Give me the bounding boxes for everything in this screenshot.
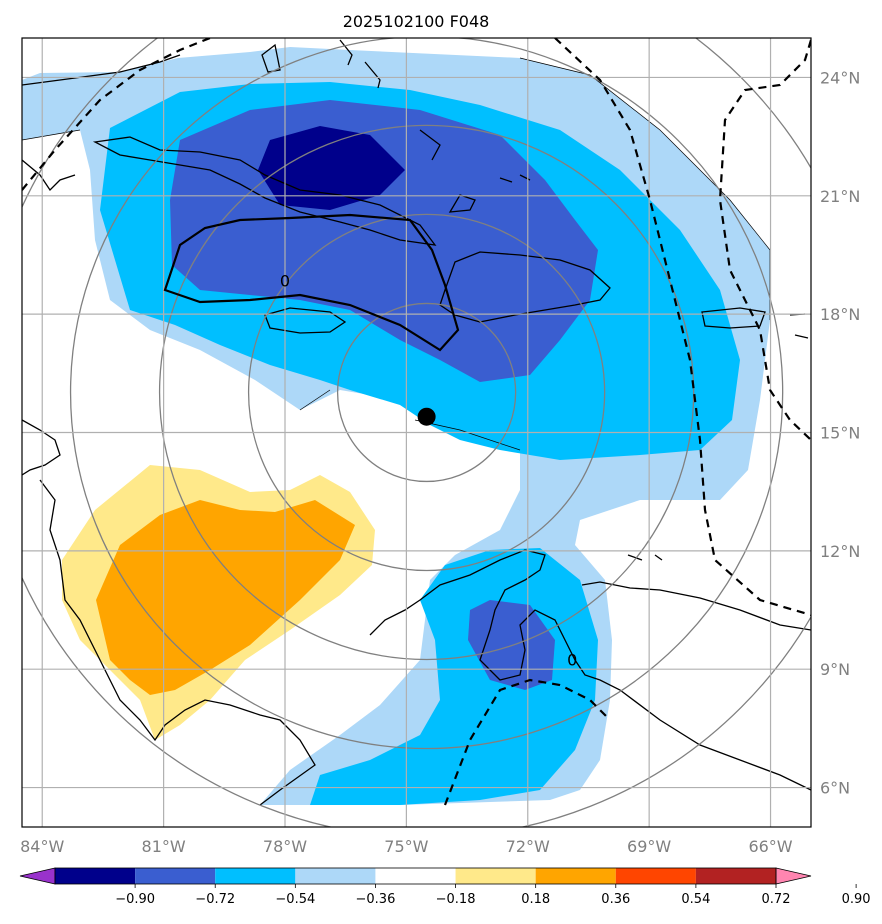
zero-contour-solid xyxy=(163,213,460,352)
lon-tick-label-0: 84°W xyxy=(20,837,64,856)
lat-tick-label-4: 12°N xyxy=(820,542,860,561)
lon-tick-label-6: 66°W xyxy=(748,837,792,856)
lon-tick-label-4: 72°W xyxy=(506,837,550,856)
field-neg-072 xyxy=(258,126,405,210)
range-ring-3 xyxy=(70,38,784,750)
colorbar-level-label-5: 0.18 xyxy=(521,892,550,907)
colorbar-level-label-8: 0.72 xyxy=(762,892,791,907)
gridlines xyxy=(22,38,811,827)
colorbar-level-label-9: 0.90 xyxy=(842,892,871,907)
range-ring-0 xyxy=(336,302,517,483)
field-neg-036-south xyxy=(310,548,598,805)
lat-tick-label-5: 9°N xyxy=(820,660,850,679)
coast-florida xyxy=(22,54,181,86)
zero-contour-dashed-west xyxy=(22,38,211,191)
colorbar-segment-5 xyxy=(455,868,536,884)
lat-tick-label-6: 6°N xyxy=(820,779,850,798)
colorbar-level-label-3: −0.36 xyxy=(356,892,396,907)
map-frame xyxy=(21,37,812,828)
coast-bahamas xyxy=(261,39,531,213)
contour-label-1: 0 xyxy=(567,650,577,669)
contour-labels: 00 xyxy=(280,272,577,670)
contour-label-0: 0 xyxy=(280,272,290,291)
colorbar-segment-4 xyxy=(375,868,456,884)
colorbar-level-label-4: −0.18 xyxy=(436,892,476,907)
coast-central-america xyxy=(22,159,316,806)
coast-puerto-rico xyxy=(701,307,766,329)
coast-south-america xyxy=(369,549,811,791)
coast-hispaniola xyxy=(439,251,611,323)
boundaries xyxy=(22,57,771,451)
latitude-labels: 24°N 21°N 18°N 15°N 12°N 9°N 6°N xyxy=(820,68,860,797)
colorbar-level-label-6: 0.36 xyxy=(601,892,630,907)
colorbar-outline xyxy=(54,867,777,885)
lon-tick-label-2: 78°W xyxy=(263,837,307,856)
coast-lesser-antilles xyxy=(627,313,809,561)
colorbar-segment-7 xyxy=(615,868,696,884)
colorbar-level-label-0: −0.90 xyxy=(115,892,155,907)
lat-tick-label-0: 24°N xyxy=(820,68,860,87)
range-ring-2 xyxy=(158,124,695,661)
lat-tick-label-3: 15°N xyxy=(820,424,860,443)
range-ring-1 xyxy=(247,213,606,572)
lat-tick-label-1: 21°N xyxy=(820,187,860,206)
coast-cuba xyxy=(92,136,437,246)
zero-contour-dashed-east xyxy=(554,38,811,617)
lon-tick-label-5: 69°W xyxy=(627,837,671,856)
lon-tick-label-1: 81°W xyxy=(142,837,186,856)
zero-contours xyxy=(22,38,811,806)
range-rings xyxy=(22,38,811,827)
colorbar-segment-2 xyxy=(215,868,296,884)
colorbar-extend-low xyxy=(19,867,56,885)
colorbar-segment-3 xyxy=(295,868,376,884)
colorbar: −0.90 −0.72 −0.54 −0.36 −0.18 0.18 0.36 0.54 0.7… xyxy=(19,867,871,907)
colorbar-segment-6 xyxy=(535,868,616,884)
colorbar-segment-8 xyxy=(695,868,776,884)
coast-jamaica xyxy=(264,307,347,334)
colorbar-segment-0 xyxy=(55,868,136,884)
colorbar-segment-1 xyxy=(135,868,216,884)
colorbar-extend-high xyxy=(775,867,812,885)
chart-title: 2025102100 F048 xyxy=(343,12,490,31)
colorbar-level-label-2: −0.54 xyxy=(275,892,315,907)
coast-venezuela-east xyxy=(581,581,811,631)
lon-tick-label-3: 75°W xyxy=(384,837,428,856)
colorbar-level-label-1: −0.72 xyxy=(195,892,235,907)
map-area: 00 xyxy=(22,38,811,827)
field-pos-036 xyxy=(96,500,355,695)
zero-contour-dashed-south xyxy=(443,678,611,806)
lat-tick-label-2: 18°N xyxy=(820,305,860,324)
storm-center-marker xyxy=(417,407,436,426)
coastlines xyxy=(22,39,811,806)
zero-contour-dashed-northeast xyxy=(718,39,811,441)
longitude-labels: 84°W 81°W 78°W 75°W 72°W 69°W 66°W xyxy=(20,837,793,856)
colorbar-level-label-7: 0.54 xyxy=(681,892,710,907)
